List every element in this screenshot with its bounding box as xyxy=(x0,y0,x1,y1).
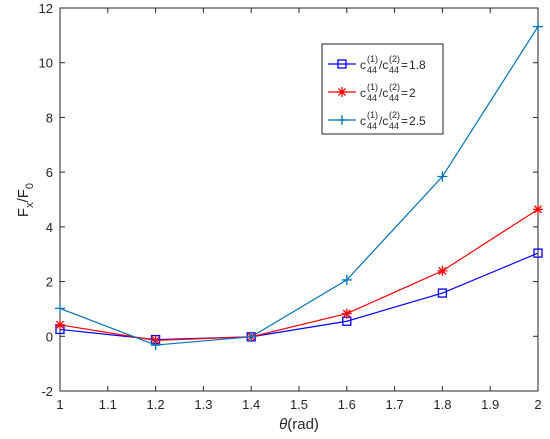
y-axis-label-slash: /F xyxy=(15,189,32,202)
x-tick-label: 1.3 xyxy=(194,397,212,412)
legend-label-part: 2 xyxy=(409,86,416,100)
legend-label-part: 44 xyxy=(389,121,399,131)
data-point xyxy=(55,319,65,330)
legend-label: c(1) 44/c(2) 44 =2 xyxy=(360,82,416,103)
legend-marker xyxy=(337,59,347,69)
y-tick-label: 2 xyxy=(46,275,53,290)
x-tick-label: 2 xyxy=(534,397,541,412)
plot-area xyxy=(59,7,539,392)
y-tick-label: 10 xyxy=(39,56,53,71)
legend-label-part: /c xyxy=(379,86,388,100)
y-tick-label: 0 xyxy=(46,329,53,344)
y-axis-label: Fx/F0 xyxy=(15,183,36,217)
series-2 xyxy=(55,21,543,351)
legend-item: c(1) 44/c(2) 44 =2.5 xyxy=(328,110,426,131)
legend-label-part: 44 xyxy=(367,121,377,131)
legend-label-part: c xyxy=(360,114,366,128)
legend-label-part: 44 xyxy=(367,93,377,103)
legend-label-part: = xyxy=(401,114,408,128)
series-line xyxy=(59,208,539,341)
y-tick-label: 8 xyxy=(46,110,53,125)
legend-label-part: (2) xyxy=(389,110,400,120)
data-point xyxy=(150,340,161,351)
legend-label-part: /c xyxy=(379,114,388,128)
y-tick-label: -2 xyxy=(41,384,53,399)
legend-label-part: = xyxy=(401,58,408,72)
legend-label-part: = xyxy=(401,86,408,100)
legend-label-part: (1) xyxy=(367,82,378,92)
legend-label-part: 44 xyxy=(367,65,377,75)
y-axis-label-den-sub: 0 xyxy=(24,183,36,189)
x-tick-label: 1.7 xyxy=(386,397,404,412)
legend-label-part: 1.8 xyxy=(409,58,426,72)
data-point xyxy=(341,308,352,319)
x-axis: 1 1.1 1.2 1.3 1.4 1.5 1.6 1.7 1.8 1.9 2 xyxy=(56,8,542,412)
data-point xyxy=(341,274,352,285)
x-tick-label: 1 xyxy=(56,397,63,412)
legend-label-part: c xyxy=(360,86,366,100)
y-tick-label: 4 xyxy=(46,220,53,235)
data-point xyxy=(246,331,257,342)
legend-label-part: 44 xyxy=(389,65,399,75)
x-tick-label: 1.9 xyxy=(481,397,499,412)
legend-label: c(1) 44/c(2) 44 =2.5 xyxy=(360,110,426,131)
data-point xyxy=(55,303,65,314)
data-point xyxy=(533,21,543,32)
y-axis-label-main-sub: x xyxy=(24,202,36,208)
legend-label-part: (2) xyxy=(389,82,400,92)
data-point xyxy=(437,171,448,182)
x-tick-label: 1.1 xyxy=(99,397,117,412)
legend-label-part: (1) xyxy=(367,110,378,120)
legend-marker xyxy=(337,87,347,97)
x-axis-label: θ(rad) xyxy=(279,416,319,433)
x-axis-label-unit: (rad) xyxy=(287,416,319,433)
series-layer xyxy=(55,21,543,351)
x-tick-label: 1.2 xyxy=(147,397,165,412)
data-point xyxy=(437,288,448,298)
y-tick-label: 12 xyxy=(39,1,53,16)
legend-marker xyxy=(337,115,347,125)
x-tick-label: 1.8 xyxy=(433,397,451,412)
y-axis-label-main: F xyxy=(15,208,32,217)
legend-label-part: (2) xyxy=(389,54,400,64)
y-tick-label: 6 xyxy=(46,165,53,180)
legend-label-part: 44 xyxy=(389,93,399,103)
x-tick-label: 1.6 xyxy=(338,397,356,412)
legend-label-part: c xyxy=(360,58,366,72)
series-line xyxy=(59,26,539,346)
legend-items: c(1) 44/c(2) 44 =1.8c(1) 44/c(2) 44 =2c(1) 44/c… xyxy=(328,54,426,131)
x-axis-label-symbol: θ xyxy=(279,416,287,433)
legend-label-part: (1) xyxy=(367,54,378,64)
x-tick-label: 1.5 xyxy=(290,397,308,412)
x-tick-label: 1.4 xyxy=(242,397,260,412)
legend-item: c(1) 44/c(2) 44 =2 xyxy=(328,82,416,103)
data-point xyxy=(533,204,543,215)
data-point xyxy=(437,265,448,276)
legend-item: c(1) 44/c(2) 44 =1.8 xyxy=(328,54,426,75)
legend-label: c(1) 44/c(2) 44 =1.8 xyxy=(360,54,426,75)
y-axis: -2 0 2 4 6 8 10 12 xyxy=(39,1,538,399)
data-point xyxy=(533,248,543,258)
legend: c(1) 44/c(2) 44 =1.8c(1) 44/c(2) 44 =2c(1) 44/c… xyxy=(321,43,444,135)
legend-label-part: /c xyxy=(379,58,388,72)
legend-label-part: 2.5 xyxy=(409,114,426,128)
